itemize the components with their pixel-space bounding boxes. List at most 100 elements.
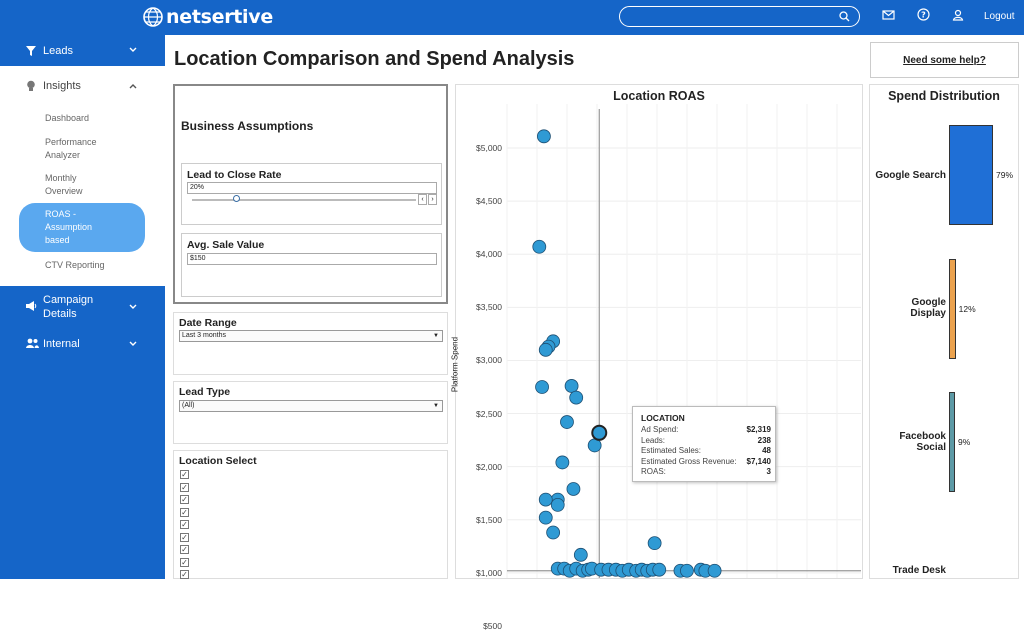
category-label-line: Facebook bbox=[899, 431, 946, 442]
scatter-point[interactable] bbox=[647, 536, 662, 551]
sale-value-field[interactable]: $150 bbox=[187, 253, 437, 265]
help-icon[interactable]: ? bbox=[917, 8, 930, 21]
slider-decrement-button[interactable]: ‹ bbox=[418, 194, 427, 205]
scatter-point[interactable] bbox=[680, 563, 694, 578]
spend-distribution-panel: Spend Distribution bbox=[869, 84, 1019, 579]
spend-category-label: Facebook Social bbox=[866, 431, 946, 453]
location-checkbox[interactable]: ✓ bbox=[180, 520, 189, 529]
business-assumptions-panel: Business Assumptions Lead to Close Rate … bbox=[173, 84, 448, 304]
search-icon bbox=[839, 11, 850, 22]
category-label-line: Social bbox=[916, 442, 946, 453]
location-checkbox[interactable]: ✓ bbox=[180, 557, 189, 567]
location-checkbox[interactable]: ✓ bbox=[180, 495, 189, 504]
spend-category-label: Google Search bbox=[875, 170, 946, 181]
scatter-point[interactable] bbox=[550, 498, 565, 512]
close-rate-slider-track[interactable] bbox=[192, 199, 416, 201]
tooltip-row-label: Ad Spend: bbox=[641, 425, 679, 434]
location-checkbox[interactable]: ✓ bbox=[180, 507, 189, 517]
sidebar-item-internal[interactable]: Internal bbox=[0, 337, 165, 353]
location-checkbox[interactable]: ✓ bbox=[180, 545, 189, 554]
svg-text:?: ? bbox=[921, 11, 926, 20]
scatter-point-highlighted[interactable] bbox=[591, 424, 608, 441]
scatter-point[interactable] bbox=[564, 379, 579, 393]
scatter-point[interactable] bbox=[560, 415, 574, 429]
tooltip-row: Ad Spend: $2,319 bbox=[641, 425, 771, 434]
sidebar-item-label: Leads bbox=[43, 45, 73, 57]
close-rate-field[interactable]: 20% bbox=[187, 182, 437, 194]
spend-percent-label: 12% bbox=[958, 304, 976, 314]
scatter-point[interactable] bbox=[587, 438, 602, 453]
chart-title: Spend Distribution bbox=[888, 89, 1000, 103]
scatter-point[interactable] bbox=[566, 482, 581, 496]
sidebar-subitem-dashboard[interactable]: Dashboard bbox=[45, 113, 90, 123]
sidebar-item-leads[interactable]: Leads bbox=[0, 44, 165, 62]
page-title: Location Comparison and Spend Analysis bbox=[174, 48, 575, 70]
lead-type-select[interactable]: (All) ▼ bbox=[179, 400, 443, 412]
spend-bar[interactable] bbox=[949, 125, 993, 225]
date-range-panel: Date Range Last 3 months ▼ bbox=[173, 312, 448, 375]
category-label-line: Display bbox=[910, 308, 946, 319]
insights-section: Insights Dashboard Performance Analyzer … bbox=[0, 66, 165, 286]
tooltip-row-label: Estimated Gross Revenue: bbox=[641, 456, 737, 466]
roas-chart-panel: Location ROAS bbox=[455, 84, 863, 579]
user-icon[interactable] bbox=[952, 9, 964, 21]
logout-link[interactable]: Logout bbox=[984, 11, 1015, 22]
spend-bar[interactable] bbox=[949, 392, 955, 492]
close-rate-card: Lead to Close Rate 20% ‹ › bbox=[181, 163, 442, 225]
scatter-point[interactable] bbox=[538, 510, 553, 525]
lead-type-value: (All) bbox=[182, 402, 195, 409]
scatter-point[interactable] bbox=[652, 562, 667, 577]
users-icon bbox=[26, 338, 39, 348]
sidebar-subitem-performance-analyzer[interactable]: Performance Analyzer bbox=[45, 137, 97, 160]
y-tick-label: $1,000 bbox=[476, 567, 502, 578]
scatter-point[interactable] bbox=[538, 342, 553, 357]
scatter-point[interactable] bbox=[538, 492, 553, 507]
scatter-point[interactable] bbox=[707, 563, 722, 578]
location-checkbox[interactable]: ✓ bbox=[180, 532, 189, 542]
category-label-line: Google bbox=[911, 297, 946, 308]
scatter-point[interactable] bbox=[532, 239, 547, 254]
sidebar-subitem-roas[interactable]: ROAS - Assumption based bbox=[19, 203, 145, 252]
close-rate-slider-thumb[interactable] bbox=[232, 195, 240, 202]
scatter-point[interactable] bbox=[569, 390, 584, 405]
scatter-point[interactable] bbox=[535, 380, 549, 394]
sidebar-subitem-monthly-overview[interactable]: Monthly Overview bbox=[45, 173, 83, 196]
y-tick-label: $500 bbox=[483, 621, 502, 631]
spend-percent-label: 9% bbox=[958, 437, 971, 447]
top-bar: netsertive ? Logout bbox=[0, 0, 1024, 35]
scatter-point[interactable] bbox=[573, 547, 588, 562]
chart-title: Location ROAS bbox=[613, 89, 705, 103]
sidebar-item-label: Details bbox=[43, 308, 77, 320]
scatter-point[interactable] bbox=[555, 455, 570, 470]
date-range-select[interactable]: Last 3 months ▼ bbox=[179, 330, 443, 342]
tooltip-row: Estimated Sales: 48 bbox=[641, 446, 771, 455]
brand-logo[interactable]: netsertive bbox=[142, 3, 273, 31]
roas-scatter-plot[interactable] bbox=[455, 84, 863, 579]
slider-increment-button[interactable]: › bbox=[428, 194, 437, 205]
spend-percent-label: 79% bbox=[996, 170, 1014, 180]
sidebar-item-label: Campaign bbox=[43, 294, 94, 306]
sidebar-item-insights[interactable]: Insights bbox=[0, 79, 165, 97]
help-link[interactable]: Need some help? bbox=[903, 55, 986, 66]
search-input[interactable] bbox=[619, 6, 860, 27]
sidebar-subitem-ctv-reporting[interactable]: CTV Reporting bbox=[45, 260, 105, 270]
spend-bar[interactable] bbox=[949, 259, 956, 359]
location-select-label: Location Select bbox=[179, 455, 257, 467]
dropdown-arrow-icon: ▼ bbox=[433, 403, 439, 409]
help-button[interactable]: Need some help? bbox=[870, 42, 1019, 78]
location-checkbox[interactable]: ✓ bbox=[180, 570, 189, 579]
y-tick-label: $2,000 bbox=[476, 461, 502, 472]
mail-icon[interactable] bbox=[882, 9, 895, 21]
tooltip-row: Estimated Gross Revenue: $7,140 bbox=[641, 457, 771, 466]
scatter-point[interactable] bbox=[537, 129, 551, 144]
sale-value-card: Avg. Sale Value $150 bbox=[181, 233, 442, 297]
tooltip-row-label: Estimated Sales: bbox=[641, 446, 702, 455]
scatter-point[interactable] bbox=[546, 525, 561, 540]
chevron-down-icon bbox=[129, 47, 137, 52]
sidebar-item-campaign-details[interactable]: Campaign Details bbox=[0, 294, 165, 322]
location-checkbox[interactable]: ✓ bbox=[180, 470, 189, 479]
sale-value-label: Avg. Sale Value bbox=[187, 239, 265, 251]
location-checkbox[interactable]: ✓ bbox=[180, 482, 189, 492]
date-range-label: Date Range bbox=[179, 317, 237, 329]
chevron-down-icon bbox=[129, 341, 137, 346]
